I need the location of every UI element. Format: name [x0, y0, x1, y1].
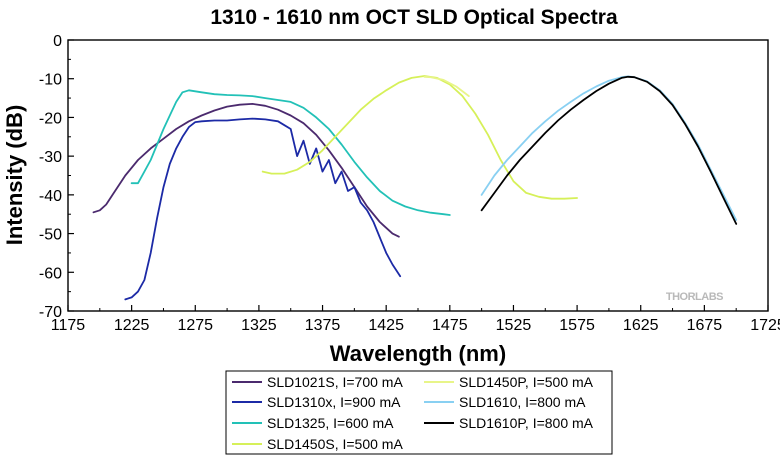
y-tick-label: 0 — [53, 33, 62, 50]
watermark-logo: THORLABS — [666, 291, 723, 303]
y-tick-label: -20 — [39, 110, 62, 127]
series-line-1 — [124, 117, 402, 301]
x-axis-label: Wavelength (nm) — [330, 341, 506, 366]
y-tick-label: -70 — [39, 304, 62, 321]
x-tick-label: 1725 — [750, 317, 780, 334]
y-tick-label: -60 — [39, 265, 62, 282]
y-tick-label: -10 — [39, 72, 62, 89]
chart-title: 1310 - 1610 nm OCT SLD Optical Spectra — [210, 6, 618, 29]
y-tick-label: -40 — [39, 188, 62, 205]
series-line-6 — [480, 75, 738, 225]
legend-label-6: SLD1610P, I=800 mA — [459, 415, 594, 431]
x-tick-label: 1325 — [241, 317, 277, 334]
x-tick-labels: 1175 1225 1275 1325 1375 1425 1475 1525 1575 1625… — [51, 317, 780, 334]
legend-label-3: SLD1450S, I=500 mA — [267, 436, 403, 452]
x-tick-label: 1425 — [368, 317, 404, 334]
x-tick-label: 1375 — [305, 317, 341, 334]
legend-label-5: SLD1610, I=800 mA — [459, 394, 586, 410]
legend-box — [225, 370, 613, 455]
legend-label-1: SLD1310x, I=900 mA — [267, 394, 401, 410]
series-line-2 — [130, 89, 451, 216]
x-tick-label: 1525 — [496, 317, 532, 334]
legend-label-4: SLD1450P, I=500 mA — [459, 374, 594, 390]
x-tick-label: 1275 — [177, 317, 213, 334]
y-axis-label: Intensity (dB) — [2, 105, 27, 246]
ticks-layer — [67, 39, 769, 312]
y-tick-label: -30 — [39, 149, 62, 166]
series-line-0 — [92, 103, 400, 238]
legend-label-2: SLD1325, I=600 mA — [267, 415, 394, 431]
y-tick-labels: 0 -10 -20 -30 -40 -50 -60 -70 — [39, 33, 62, 321]
x-tick-label: 1225 — [114, 317, 150, 334]
x-tick-label: 1675 — [687, 317, 723, 334]
y-tick-label: -50 — [39, 227, 62, 244]
series-line-3 — [261, 75, 578, 200]
series-layer — [92, 75, 738, 301]
series-line-4 — [423, 75, 470, 97]
plot-frame — [67, 39, 769, 312]
legend: SLD1021S, I=700 mA SLD1310x, I=900 mA SLD1… — [232, 374, 594, 452]
x-tick-label: 1575 — [559, 317, 595, 334]
x-tick-label: 1475 — [432, 317, 468, 334]
x-tick-label: 1175 — [51, 317, 86, 334]
legend-label-0: SLD1021S, I=700 mA — [267, 374, 403, 390]
x-tick-label: 1625 — [623, 317, 659, 334]
